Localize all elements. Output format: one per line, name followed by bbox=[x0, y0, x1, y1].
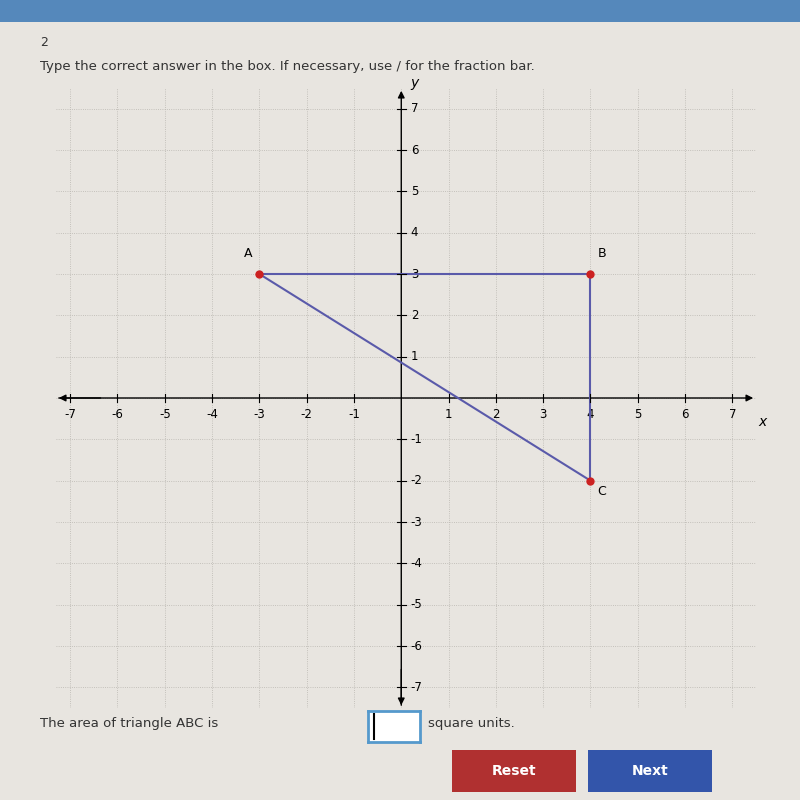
Text: 3: 3 bbox=[539, 408, 547, 422]
Text: 7: 7 bbox=[410, 102, 418, 115]
Text: 3: 3 bbox=[410, 267, 418, 281]
Text: -3: -3 bbox=[410, 515, 422, 529]
Text: -7: -7 bbox=[410, 681, 422, 694]
Text: -7: -7 bbox=[64, 408, 76, 422]
Text: 2: 2 bbox=[410, 309, 418, 322]
Text: 2: 2 bbox=[40, 36, 48, 49]
Text: -2: -2 bbox=[301, 408, 313, 422]
Text: -3: -3 bbox=[254, 408, 266, 422]
Text: 7: 7 bbox=[729, 408, 736, 422]
Text: 1: 1 bbox=[445, 408, 452, 422]
Text: The area of triangle ABC is: The area of triangle ABC is bbox=[40, 718, 218, 730]
Text: 6: 6 bbox=[682, 408, 689, 422]
Text: Reset: Reset bbox=[492, 764, 536, 778]
Text: 2: 2 bbox=[492, 408, 500, 422]
Text: -2: -2 bbox=[410, 474, 422, 487]
Text: 5: 5 bbox=[410, 185, 418, 198]
Text: square units.: square units. bbox=[428, 718, 514, 730]
FancyBboxPatch shape bbox=[581, 749, 719, 794]
Text: A: A bbox=[244, 246, 252, 259]
Text: -5: -5 bbox=[159, 408, 170, 422]
Text: B: B bbox=[598, 246, 606, 259]
Text: -6: -6 bbox=[111, 408, 123, 422]
Text: 5: 5 bbox=[634, 408, 642, 422]
Text: -5: -5 bbox=[410, 598, 422, 611]
Text: -1: -1 bbox=[410, 433, 422, 446]
Text: -4: -4 bbox=[410, 557, 422, 570]
Text: 6: 6 bbox=[410, 143, 418, 157]
Text: 4: 4 bbox=[586, 408, 594, 422]
Text: x: x bbox=[758, 414, 766, 429]
Text: -1: -1 bbox=[348, 408, 360, 422]
Text: Next: Next bbox=[632, 764, 668, 778]
Text: C: C bbox=[598, 485, 606, 498]
FancyBboxPatch shape bbox=[445, 749, 583, 794]
Text: -6: -6 bbox=[410, 639, 422, 653]
Text: -4: -4 bbox=[206, 408, 218, 422]
Text: 1: 1 bbox=[410, 350, 418, 363]
Text: y: y bbox=[410, 76, 419, 90]
Text: 4: 4 bbox=[410, 226, 418, 239]
Text: Type the correct answer in the box. If necessary, use / for the fraction bar.: Type the correct answer in the box. If n… bbox=[40, 60, 534, 73]
